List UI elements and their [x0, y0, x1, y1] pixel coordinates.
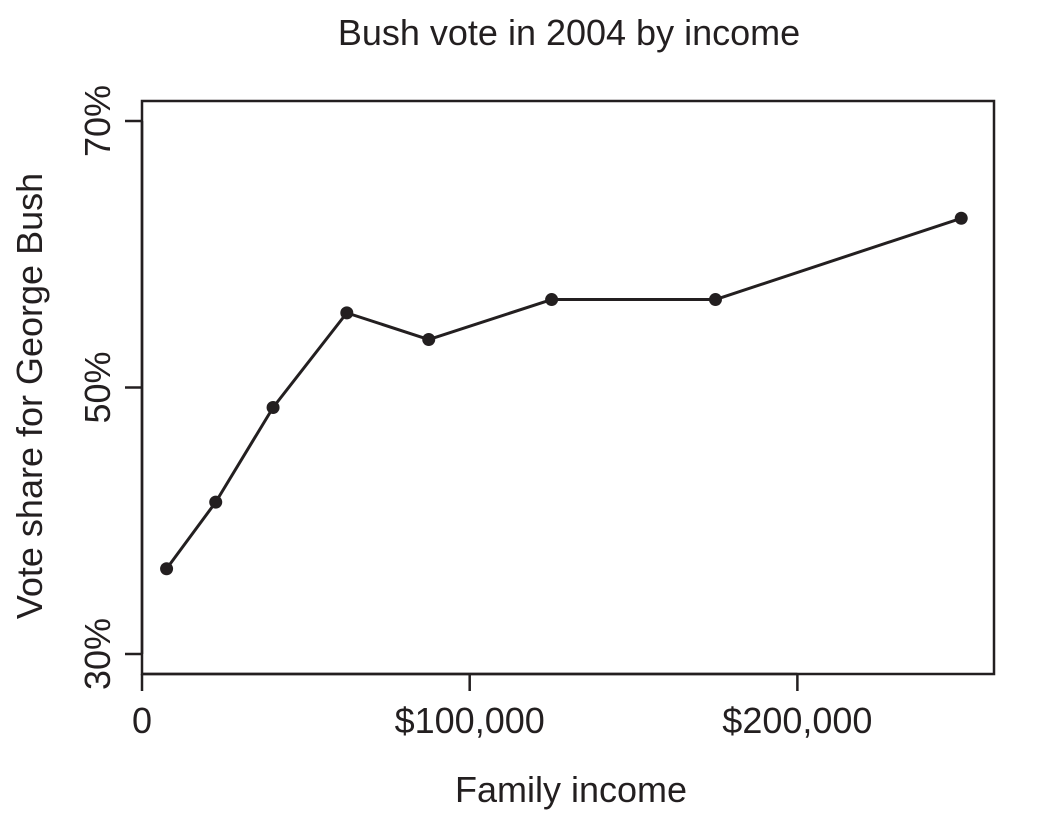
y-tick-label: 30% — [77, 618, 118, 690]
data-point — [160, 562, 174, 576]
data-point — [545, 293, 559, 307]
data-point — [340, 306, 354, 320]
y-axis-label: Vote share for George Bush — [9, 173, 50, 619]
x-axis: 0 $100,000 $200,000 — [132, 672, 872, 741]
y-axis: 30% 50% 70% — [77, 85, 144, 690]
x-tick-label: $200,000 — [722, 700, 872, 741]
plot-frame — [140, 99, 996, 676]
series-line — [165, 216, 962, 570]
y-tick-label: 70% — [77, 85, 118, 157]
data-point — [708, 293, 722, 307]
data-point — [422, 333, 436, 347]
x-tick-label: 0 — [132, 700, 152, 741]
data-point — [209, 495, 223, 509]
data-point — [954, 211, 968, 225]
x-axis-label: Family income — [455, 769, 687, 810]
series-layer — [160, 211, 968, 576]
data-point — [266, 400, 280, 414]
chart-title: Bush vote in 2004 by income — [338, 12, 800, 53]
y-tick-label: 50% — [77, 351, 118, 423]
x-tick-label: $100,000 — [395, 700, 545, 741]
